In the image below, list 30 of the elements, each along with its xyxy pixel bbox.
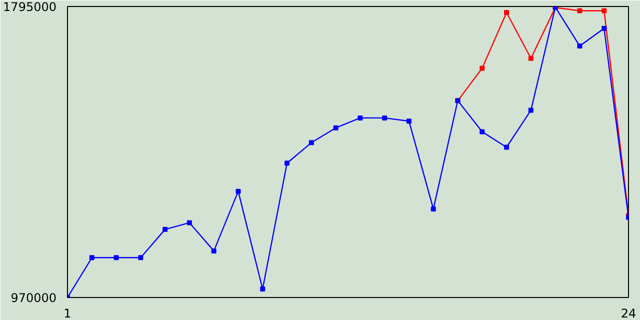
point [89,255,94,260]
point [430,206,436,212]
point [211,248,216,254]
line-series [68,6,628,298]
point [236,188,241,194]
point [138,255,144,260]
point [382,115,388,120]
point [602,26,607,31]
point [602,8,607,14]
point [260,286,266,292]
point [308,140,314,146]
point [358,115,363,120]
point [284,160,290,166]
point [528,56,534,61]
point [186,220,192,226]
y-tick-label: 1795000 [3,0,57,14]
x-tick-label: 1 [64,306,72,320]
point [162,226,168,232]
point [480,129,485,134]
point [480,66,485,71]
point [333,125,338,130]
point [504,144,510,150]
point [406,118,412,124]
point [577,44,582,49]
point [577,8,582,14]
point [504,10,510,15]
point [114,255,119,260]
x-tick-label: 24 [620,306,636,320]
y-tick-label: 970000 [10,291,57,305]
point [528,108,534,113]
